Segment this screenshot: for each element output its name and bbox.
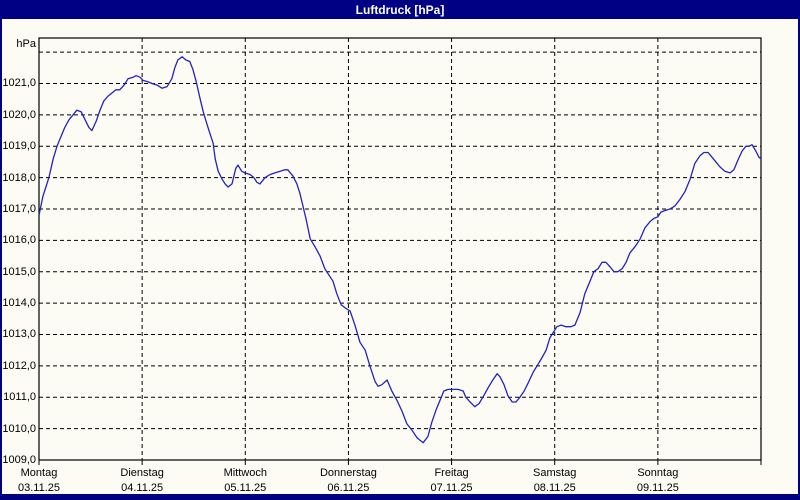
x-day-date-label: 05.11.25 [224, 482, 267, 494]
y-tick-label: 1021,0 [2, 77, 36, 90]
x-day-date-label: 04.11.25 [121, 482, 164, 494]
x-day-date-label: 08.11.25 [533, 482, 576, 494]
x-day-name-label: Donnerstag [319, 467, 377, 479]
y-tick-label: 1019,0 [2, 140, 36, 153]
y-tick-label: 1009,0 [2, 454, 36, 466]
x-day-name-label: Montag [20, 467, 58, 479]
x-day-name-label: Mittwoch [223, 467, 267, 479]
x-day-name-label: Freitag [434, 467, 469, 479]
x-day-date-label: 07.11.25 [430, 482, 473, 494]
window-titlebar[interactable]: Luftdruck [hPa] [0, 0, 800, 19]
y-axis-unit-label: hPa [16, 38, 36, 50]
y-tick-label: 1018,0 [2, 171, 36, 184]
plot-frame [38, 37, 762, 461]
y-tick-label: 1016,0 [2, 234, 36, 247]
y-tick-label: 1017,0 [2, 202, 36, 215]
y-tick-label: 1020,0 [2, 108, 36, 121]
pressure-series-line [38, 56, 762, 444]
chart-panel: hPa 1021,0 1020,0 1019,0 1018,0 1017,0 1016,0… [2, 19, 798, 494]
y-tick-label: 1010,0 [2, 422, 36, 435]
x-day-date-label: 09.11.25 [636, 482, 679, 494]
x-day-date-label: 03.11.25 [17, 482, 60, 494]
x-day-name-label: Samstag [532, 467, 577, 479]
y-tick-label: 1015,0 [2, 265, 36, 278]
y-tick-label: 1014,0 [2, 297, 36, 310]
x-day-name-label: Sonntag [637, 467, 679, 479]
window-title: Luftdruck [hPa] [355, 2, 445, 17]
y-tick-label: 1013,0 [2, 328, 36, 341]
y-tick-label: 1012,0 [2, 359, 36, 372]
y-tick-label: 1011,0 [3, 391, 36, 404]
x-day-date-label: 06.11.25 [327, 482, 370, 494]
pressure-line-chart [38, 37, 762, 465]
x-day-name-label: Dienstag [120, 467, 164, 479]
